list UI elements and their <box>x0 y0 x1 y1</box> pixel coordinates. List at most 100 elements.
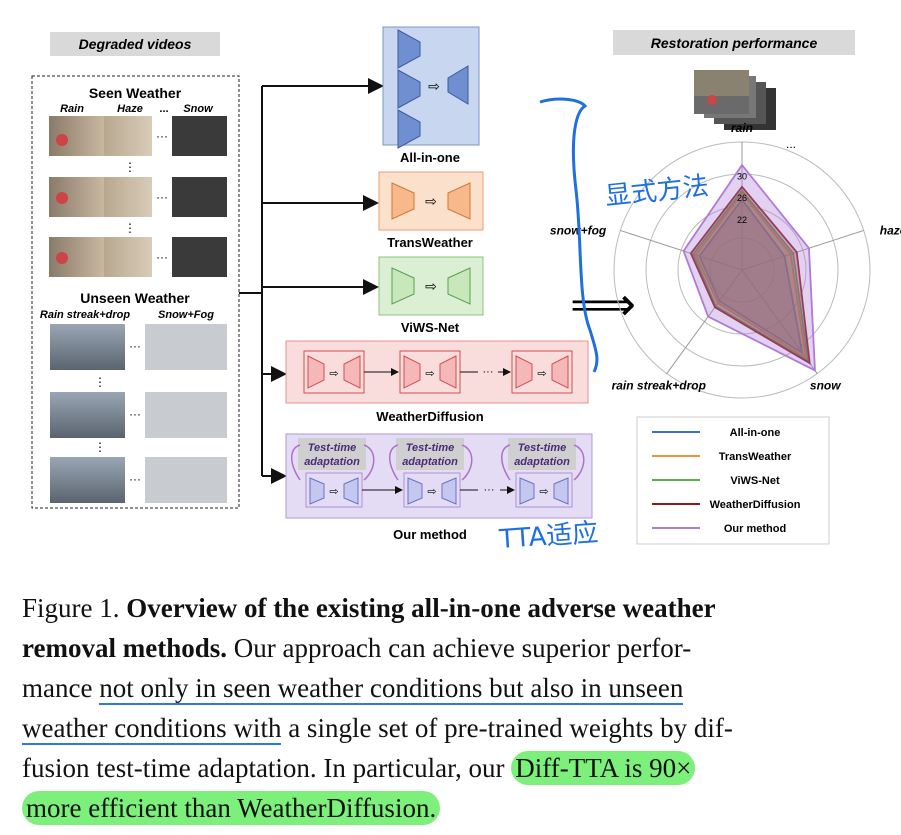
handwritten-annotations: 显式方法 TTA适应 <box>497 97 711 555</box>
radar-series-3 <box>689 185 811 365</box>
caption-line-3: mance not only in seen weather condition… <box>22 668 882 708</box>
label-our-method: Our method <box>393 527 467 542</box>
caption-line-3-a: mance <box>22 673 93 703</box>
wd-arrow-1: ⇨ <box>329 368 338 380</box>
seen-row-1-dots: ··· <box>156 129 168 143</box>
handwritten-top: 显式方法 <box>604 171 711 212</box>
unseen-vdots-1: ⋮ <box>94 375 106 389</box>
handwritten-brace <box>539 97 599 373</box>
caption-highlight-2: more efficient than WeatherDiffusion. <box>22 791 441 825</box>
all-in-one-arrow: ⇨ <box>428 78 440 94</box>
caption-line-6: more efficient than WeatherDiffusion. <box>22 788 882 828</box>
wd-arrow-3: ⇨ <box>537 368 546 380</box>
left-panel: Degraded videos Seen Weather Rain Haze .… <box>31 32 240 509</box>
radar-axis-label-1: haze <box>880 223 901 237</box>
tta-3: Test-time adaptation ⇨ <box>508 438 576 508</box>
handwritten-bottom: TTA适应 <box>497 518 599 555</box>
radar-tick-0: 22 <box>737 215 747 225</box>
caption-line-2-rest: Our approach can achieve superior perfor… <box>233 633 692 663</box>
radar-series-1 <box>694 191 808 360</box>
unseen-row-1-dots: ··· <box>129 339 141 353</box>
viws-net-block: ⇨ <box>378 256 484 316</box>
weatherdiffusion-block: ⇨ ⇨ ⇨ ··· <box>285 340 589 404</box>
left-title-box <box>50 32 220 56</box>
wd-arrow-2: ⇨ <box>425 368 434 380</box>
caption-line-1: Figure 1. Overview of the existing all-i… <box>22 588 882 628</box>
legend-label-0: All-in-one <box>730 427 781 439</box>
tta-2-line-2: adaptation <box>402 456 458 468</box>
right-title: Restoration performance <box>651 35 818 51</box>
unseen-row-2-dots: ··· <box>129 407 141 421</box>
tta-2-arrow: ⇨ <box>427 486 436 498</box>
tta-1-line-2: adaptation <box>304 456 360 468</box>
radar-series-4 <box>682 163 816 372</box>
seen-row-1 <box>49 116 227 156</box>
seen-label-rain: Rain <box>60 103 84 115</box>
unseen-row-1 <box>50 324 227 370</box>
tta-1-arrow: ⇨ <box>329 486 338 498</box>
legend-label-1: TransWeather <box>719 451 792 463</box>
connectors <box>239 78 384 484</box>
tta-loops <box>291 444 585 481</box>
unseen-label-snow-fog: Snow+Fog <box>158 309 214 321</box>
seen-vdots-2: ⋮ <box>124 221 136 235</box>
seen-row-3-dots: ··· <box>156 250 168 264</box>
seen-weather-title: Seen Weather <box>89 85 182 101</box>
caption-line-2: removal methods. Our approach can achiev… <box>22 628 882 668</box>
legend-label-3: WeatherDiffusion <box>710 499 801 511</box>
all-in-one-block: ⇨ <box>382 26 480 149</box>
tta-2-line-1: Test-time <box>406 442 455 454</box>
output-frames-dots: ... <box>786 137 796 151</box>
seen-label-snow: Snow <box>183 103 214 115</box>
caption-bold-title-2: removal methods. <box>22 633 227 663</box>
transweather-block: ⇨ <box>378 171 484 231</box>
unseen-vdots-2: ⋮ <box>94 440 106 454</box>
radar-series-0 <box>698 198 804 355</box>
tta-3-arrow: ⇨ <box>539 486 548 498</box>
caption-figure-label: Figure 1. <box>22 593 120 623</box>
tta-3-line-2: adaptation <box>514 456 570 468</box>
radar-axis-label-0: rain <box>731 121 753 135</box>
label-transweather: TransWeather <box>387 235 473 250</box>
viws-net-arrow: ⇨ <box>425 278 437 294</box>
caption-line-4: weather conditions with a single set of … <box>22 708 882 748</box>
radar-spoke-4 <box>620 229 743 271</box>
tta-2: Test-time adaptation ⇨ <box>396 438 464 508</box>
legend-label-2: ViWS-Net <box>730 475 780 487</box>
tta-3-line-1: Test-time <box>518 442 567 454</box>
unseen-label-rain-streak: Rain streak+drop <box>40 309 130 321</box>
caption-line-4-b: a single set of pre-trained weights by d… <box>288 713 733 743</box>
legend-label-4: Our method <box>724 523 786 535</box>
unseen-weather-title: Unseen Weather <box>80 290 190 306</box>
seen-label-ellipsis: ... <box>159 103 168 115</box>
seen-row-2-dots: ··· <box>156 190 168 204</box>
label-viws-net: ViWS-Net <box>401 320 460 335</box>
radar-series-2 <box>692 189 810 363</box>
figure: Degraded videos Seen Weather Rain Haze .… <box>31 26 901 555</box>
seen-row-2 <box>49 177 227 217</box>
radar-chart: 222630rainhazesnowrain streak+dropsnow+f… <box>550 121 901 399</box>
caption-line-5-a: fusion test-time adaptation. In particul… <box>22 753 505 783</box>
seen-row-3 <box>49 237 227 277</box>
tta-1-line-1: Test-time <box>308 442 357 454</box>
caption-line-5: fusion test-time adaptation. In particul… <box>22 748 882 788</box>
caption-bold-title-1: Overview of the existing all-in-one adve… <box>126 593 716 623</box>
radar-spoke-1 <box>741 229 864 271</box>
radar-axis-label-3: rain streak+drop <box>612 379 706 393</box>
label-weatherdiffusion: WeatherDiffusion <box>376 409 483 424</box>
tta-1: Test-time adaptation ⇨ <box>298 438 366 508</box>
transweather-arrow: ⇨ <box>425 193 437 209</box>
figure-caption: Figure 1. Overview of the existing all-i… <box>22 588 882 828</box>
output-frames <box>694 70 776 130</box>
radar-tick-1: 26 <box>737 193 747 203</box>
chart-legend: All-in-one TransWeather ViWS-Net WeatherDif… <box>636 416 830 545</box>
our-chain-dots: ··· <box>484 484 495 496</box>
caption-highlight-1: Diff-TTA is 90× <box>511 751 696 785</box>
seen-label-haze: Haze <box>117 103 143 115</box>
unseen-row-3 <box>50 457 227 503</box>
our-method-block: Test-time adaptation ⇨ Test-time adaptat… <box>285 433 593 519</box>
implies-arrow: ⟹ <box>570 278 636 330</box>
seen-vdots-1: ⋮ <box>124 160 136 174</box>
unseen-row-2 <box>50 392 227 438</box>
right-title-box <box>613 30 855 55</box>
